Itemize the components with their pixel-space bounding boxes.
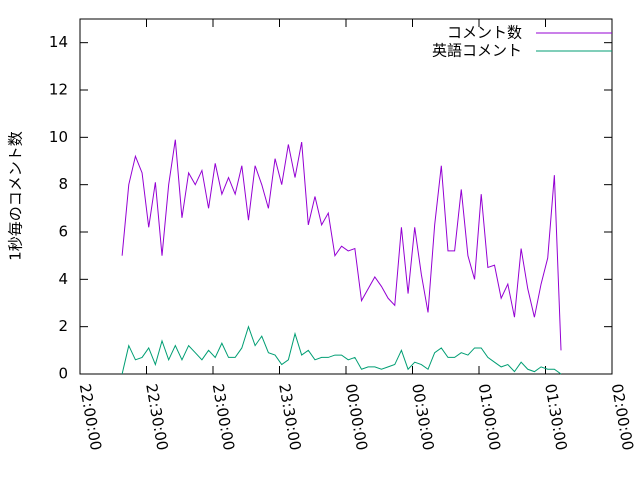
x-tick-label: 00:00:00 bbox=[342, 382, 371, 451]
y-tick-label: 4 bbox=[58, 270, 68, 288]
legend-label: 英語コメント bbox=[432, 42, 522, 60]
x-tick-label: 00:30:00 bbox=[408, 382, 437, 451]
x-tick-label: 02:00:00 bbox=[608, 382, 637, 451]
y-tick-label: 6 bbox=[58, 223, 68, 241]
y-tick-label: 12 bbox=[49, 81, 68, 99]
x-tick-label: 01:30:00 bbox=[541, 382, 570, 451]
series-line bbox=[121, 139, 562, 351]
series-line bbox=[121, 325, 562, 375]
plot-border bbox=[79, 18, 613, 375]
x-tick-label: 01:00:00 bbox=[475, 382, 504, 451]
y-tick-label: 10 bbox=[49, 128, 68, 146]
x-tick-label: 22:30:00 bbox=[142, 382, 171, 451]
x-tick-label: 22:00:00 bbox=[76, 382, 105, 451]
y-tick-label: 2 bbox=[58, 317, 68, 335]
x-tick-label: 23:00:00 bbox=[209, 382, 238, 451]
x-tick-label: 23:30:00 bbox=[275, 382, 304, 451]
y-tick-label: 14 bbox=[49, 33, 68, 51]
y-tick-label: 0 bbox=[58, 365, 68, 383]
y-axis-label: 1秒毎のコメント数 bbox=[7, 131, 25, 261]
y-tick-label: 8 bbox=[58, 175, 68, 193]
legend-label: コメント数 bbox=[447, 24, 522, 42]
